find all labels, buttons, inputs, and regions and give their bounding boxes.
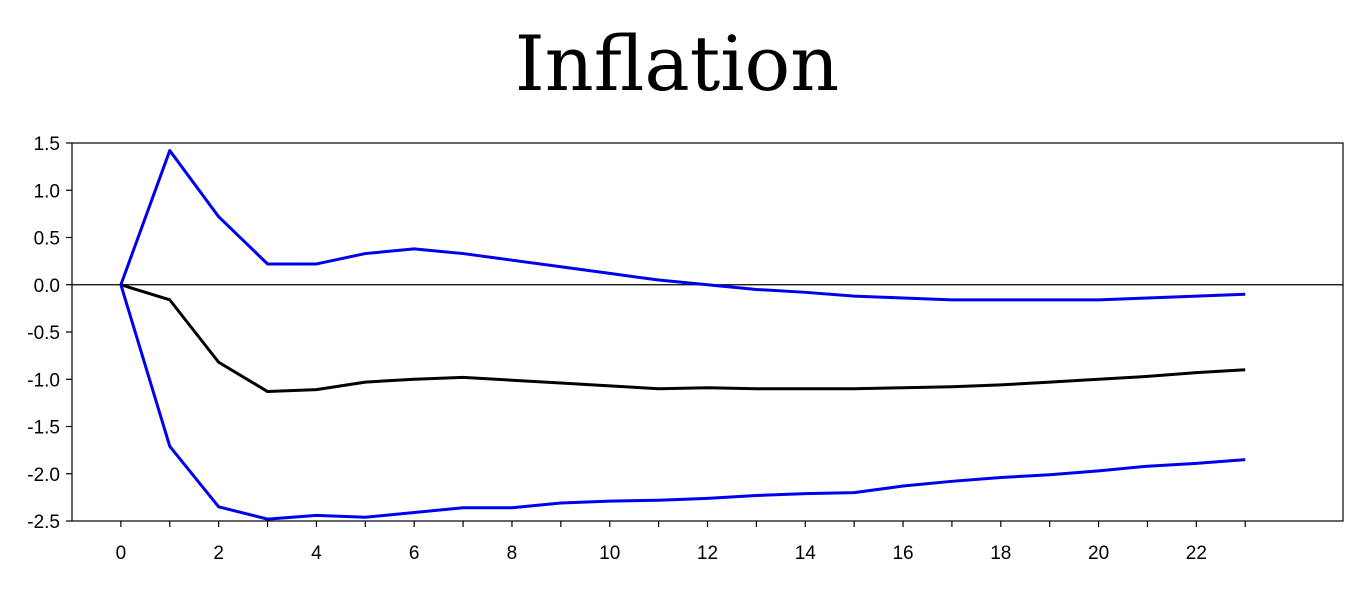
series-lines [72,149,1343,521]
plot-frame [71,142,1344,522]
x-tick-label: 18 [990,543,1011,564]
x-tick-label: 16 [892,543,913,564]
x-tick-label: 6 [409,543,420,564]
y-tick-label: 1.0 [34,181,60,202]
x-tick-label: 0 [116,543,127,564]
y-tick-label: 0.0 [34,276,60,297]
x-tick-label: 10 [599,543,620,564]
lower-band-line [119,284,1246,521]
x-tick-label: 22 [1186,543,1207,564]
y-axis: 1.5 1.0 0.5 0.0 -0.5 -1.0 -1.5 -2.0 -2.5 [27,134,72,533]
x-tick-label: 12 [697,543,718,564]
y-tick-label: -0.5 [27,323,60,344]
y-tick-label: -2.5 [27,512,60,533]
y-tick-label: 1.5 [34,134,60,155]
y-tick-label: 0.5 [34,229,60,250]
y-tick-label: -1.5 [27,418,60,439]
x-tick-label: 8 [507,543,518,564]
impulse-response-line [120,283,1246,394]
x-tick-label: 4 [311,543,322,564]
x-tick-label: 14 [795,543,817,564]
chart-title: Inflation [514,19,840,108]
x-tick-label: 20 [1088,543,1109,564]
upper-band-line [119,149,1246,302]
y-tick-label: -1.0 [27,370,60,391]
x-axis: 0 2 4 6 8 10 12 14 16 18 20 22 [116,521,1246,564]
y-tick-label: -2.0 [27,465,60,486]
x-tick-label: 2 [213,543,224,564]
